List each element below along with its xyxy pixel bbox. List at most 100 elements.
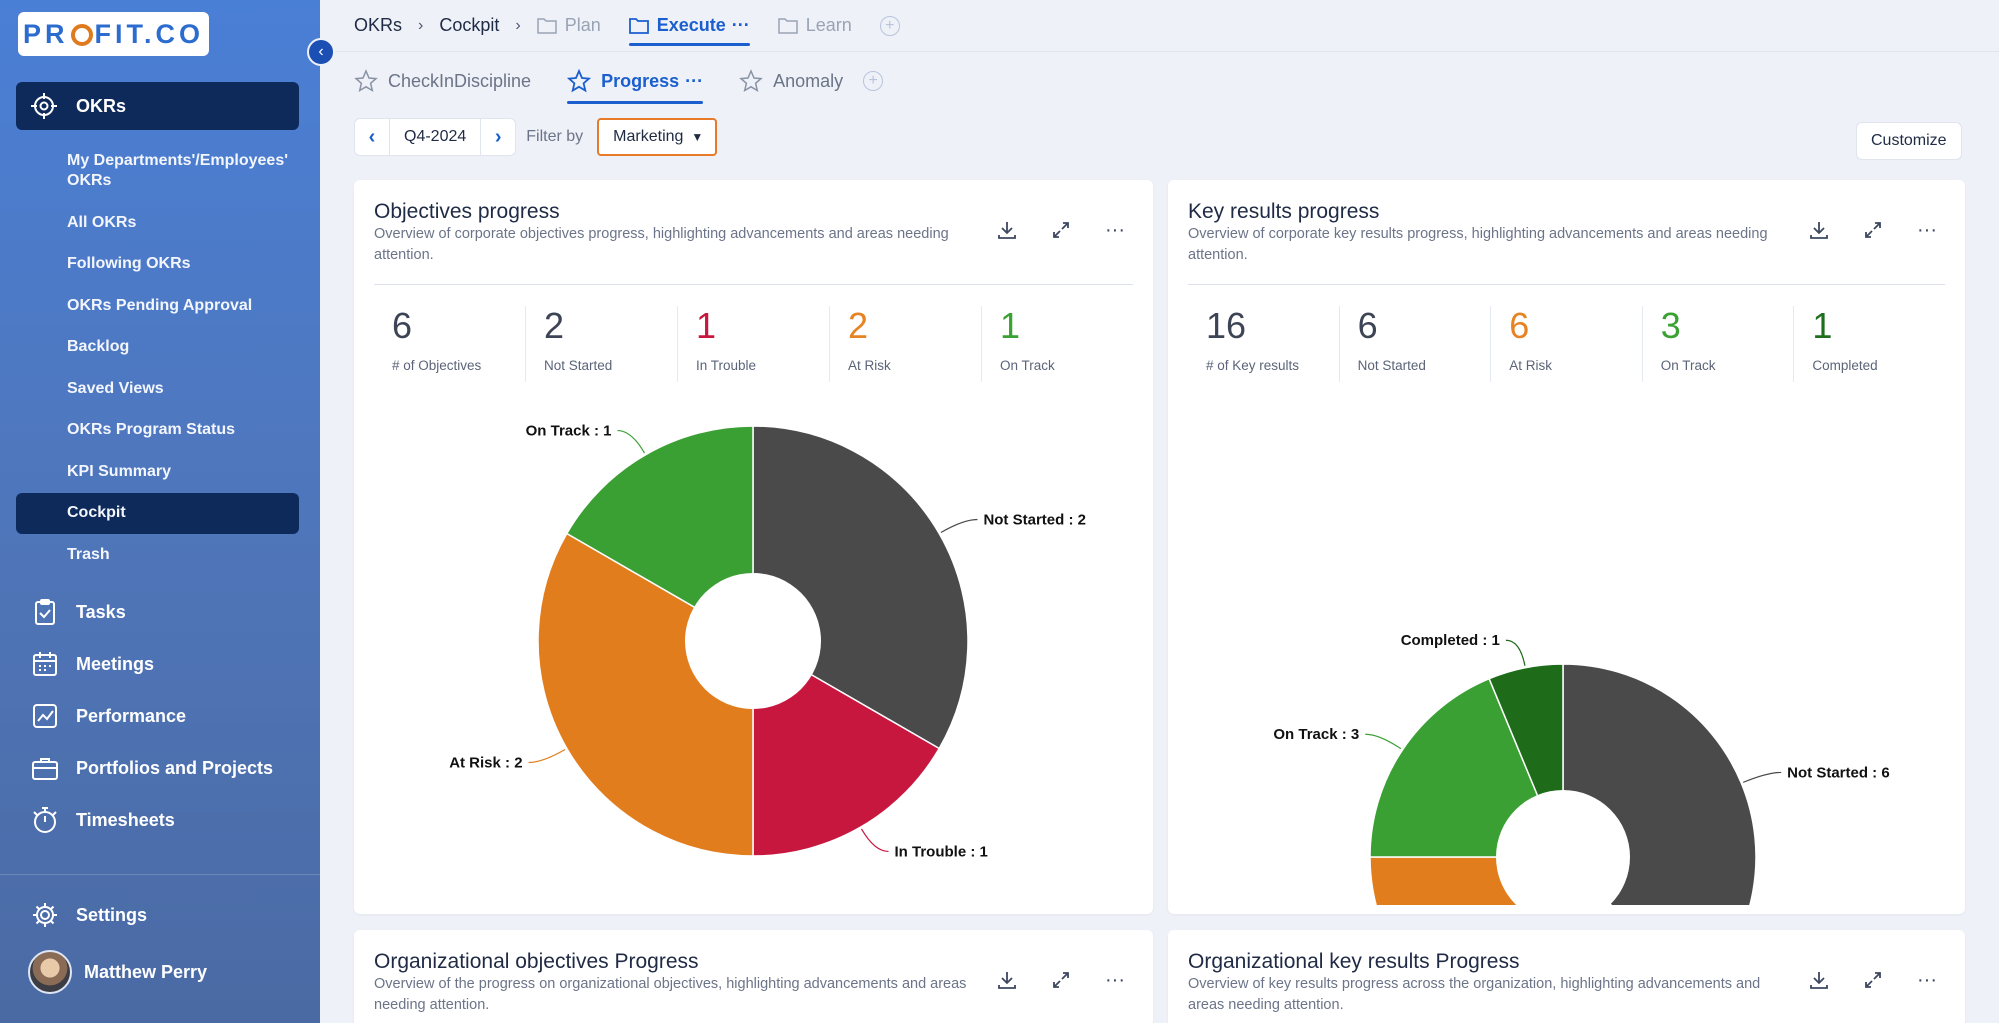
expand-icon: [1865, 972, 1881, 988]
expand-button[interactable]: [1043, 212, 1079, 248]
stat-on-track: 1 On Track: [981, 306, 1133, 382]
more-options-button[interactable]: ···: [1097, 212, 1133, 248]
tab-learn[interactable]: Learn: [778, 0, 852, 52]
subitem-label: All OKRs: [67, 213, 137, 231]
card-description: Overview of the progress on organization…: [374, 976, 967, 1013]
sidebar-subitem-all-okrs[interactable]: All OKRs: [16, 202, 299, 244]
pie-slice-on-track[interactable]: [565, 425, 754, 643]
more-icon[interactable]: ···: [685, 70, 704, 91]
subitem-label: Cockpit: [67, 504, 126, 522]
stat-value: 1: [696, 305, 717, 346]
download-icon: [1810, 972, 1828, 989]
department-filter-select[interactable]: Marketing ▼: [597, 118, 718, 156]
pie-slice-in-trouble[interactable]: [752, 639, 941, 857]
sidebar-item-tasks[interactable]: Tasks: [30, 586, 300, 638]
user-profile[interactable]: Matthew Perry: [28, 950, 207, 994]
sidebar-item-settings[interactable]: Settings: [30, 900, 147, 930]
chevron-right-icon: ›: [418, 16, 424, 34]
stat-label: Completed: [1812, 358, 1878, 373]
more-icon[interactable]: ···: [731, 15, 750, 35]
sidebar-divider: [0, 874, 320, 875]
period-value[interactable]: Q4-2024: [389, 119, 482, 155]
expand-button[interactable]: [1043, 962, 1079, 998]
card-actions: ···: [1783, 962, 1945, 998]
expand-button[interactable]: [1855, 212, 1891, 248]
profitco-logo[interactable]: PR FIT.CO: [18, 12, 209, 56]
leader-line: [1742, 771, 1782, 783]
expand-icon: [1053, 222, 1069, 238]
sidebar-subitem-trash[interactable]: Trash: [16, 534, 299, 576]
chevron-left-icon: ‹: [368, 125, 376, 148]
key-results-progress-card: Key results progress Overview of corpora…: [1168, 180, 1965, 914]
stat-label: At Risk: [1509, 358, 1552, 373]
tab-progress[interactable]: Progress ···: [567, 54, 704, 108]
more-options-button[interactable]: ···: [1909, 212, 1945, 248]
card-divider: [1188, 284, 1945, 285]
stat-value: 3: [1660, 305, 1681, 346]
breadcrumb-bar: OKRs › Cockpit › Plan Execute ··· Learn …: [320, 0, 1999, 52]
breadcrumb-cockpit[interactable]: Cockpit: [439, 15, 500, 35]
sidebar-subitem-my-okrs[interactable]: My Departments'/Employees' OKRs: [16, 140, 299, 202]
download-button[interactable]: [1801, 962, 1837, 998]
customize-button[interactable]: Customize: [1856, 122, 1962, 160]
card-title: Organizational key results Progress: [1188, 950, 1520, 973]
tab-checkindiscipline[interactable]: CheckInDiscipline: [354, 54, 531, 108]
stat-value: 2: [848, 305, 869, 346]
nav-label: Tasks: [76, 601, 126, 622]
card-divider: [374, 284, 1133, 285]
sidebar-subitem-pending-approval[interactable]: OKRs Pending Approval: [16, 285, 299, 327]
more-options-button[interactable]: ···: [1909, 962, 1945, 998]
donut-hole: [1496, 790, 1630, 905]
download-icon: [998, 972, 1016, 989]
tab-plan[interactable]: Plan: [536, 0, 601, 52]
stopwatch-icon: [33, 807, 57, 833]
add-tab-icon[interactable]: +: [879, 15, 900, 36]
download-button[interactable]: [1801, 212, 1837, 248]
sidebar-subitem-program-status[interactable]: OKRs Program Status: [16, 410, 299, 452]
download-button[interactable]: [989, 212, 1025, 248]
download-button[interactable]: [989, 962, 1025, 998]
card-title: Objectives progress: [374, 200, 560, 223]
tab-execute[interactable]: Execute ···: [628, 0, 750, 52]
add-tab-icon[interactable]: +: [863, 71, 884, 91]
sidebar-subitem-following-okrs[interactable]: Following OKRs: [16, 244, 299, 286]
stat-label: Not Started: [544, 358, 613, 373]
tab-label: Execute: [656, 15, 726, 35]
settings-label: Settings: [76, 904, 148, 925]
expand-button[interactable]: [1855, 962, 1891, 998]
target-icon: [31, 93, 57, 119]
stat-total-key-results: 16 # of Key results: [1188, 306, 1339, 382]
more-options-button[interactable]: ···: [1097, 962, 1133, 998]
logo-text-pr: PR: [22, 18, 69, 49]
subitem-label: My Departments'/Employees' OKRs: [67, 152, 289, 189]
objectives-stats: 6 # of Objectives 2 Not Started 1 In Troubl…: [374, 306, 1133, 382]
sidebar-subitem-saved-views[interactable]: Saved Views: [16, 368, 299, 410]
more-icon: ···: [1105, 218, 1125, 241]
stat-in-trouble: 1 In Trouble: [677, 306, 829, 382]
tab-label: Anomaly: [773, 70, 844, 91]
next-period-button[interactable]: ›: [481, 119, 515, 155]
sidebar-item-performance[interactable]: Performance: [30, 690, 300, 742]
breadcrumb-okrs[interactable]: OKRs: [354, 15, 403, 35]
sidebar-item-meetings[interactable]: Meetings: [30, 638, 300, 690]
sidebar-item-portfolios[interactable]: Portfolios and Projects: [30, 742, 300, 794]
sidebar-subitem-cockpit[interactable]: Cockpit: [16, 492, 299, 534]
stat-on-track: 3 On Track: [1641, 305, 1794, 382]
tab-label: Progress: [601, 70, 680, 91]
stat-value: 16: [1206, 305, 1247, 346]
card-title: Organizational objectives Progress: [374, 950, 699, 973]
sidebar-item-timesheets[interactable]: Timesheets: [30, 794, 300, 846]
tab-label: CheckInDiscipline: [388, 70, 532, 91]
tab-anomaly[interactable]: Anomaly +: [739, 54, 884, 108]
prev-period-button[interactable]: ‹: [355, 119, 389, 155]
okrs-submenu: My Departments'/Employees' OKRs All OKRs…: [16, 140, 299, 576]
download-icon: [998, 222, 1016, 239]
nav-label: Timesheets: [76, 809, 175, 830]
star-icon: [739, 69, 763, 93]
tab-label: Learn: [805, 15, 852, 35]
sidebar-item-okrs[interactable]: OKRs: [16, 82, 299, 130]
sidebar-subitem-backlog[interactable]: Backlog: [16, 327, 299, 369]
sidebar-subitem-kpi-summary[interactable]: KPI Summary: [16, 451, 299, 493]
card-description: Overview of corporate key results progre…: [1188, 226, 1768, 263]
collapse-sidebar-button[interactable]: ‹: [307, 38, 335, 66]
